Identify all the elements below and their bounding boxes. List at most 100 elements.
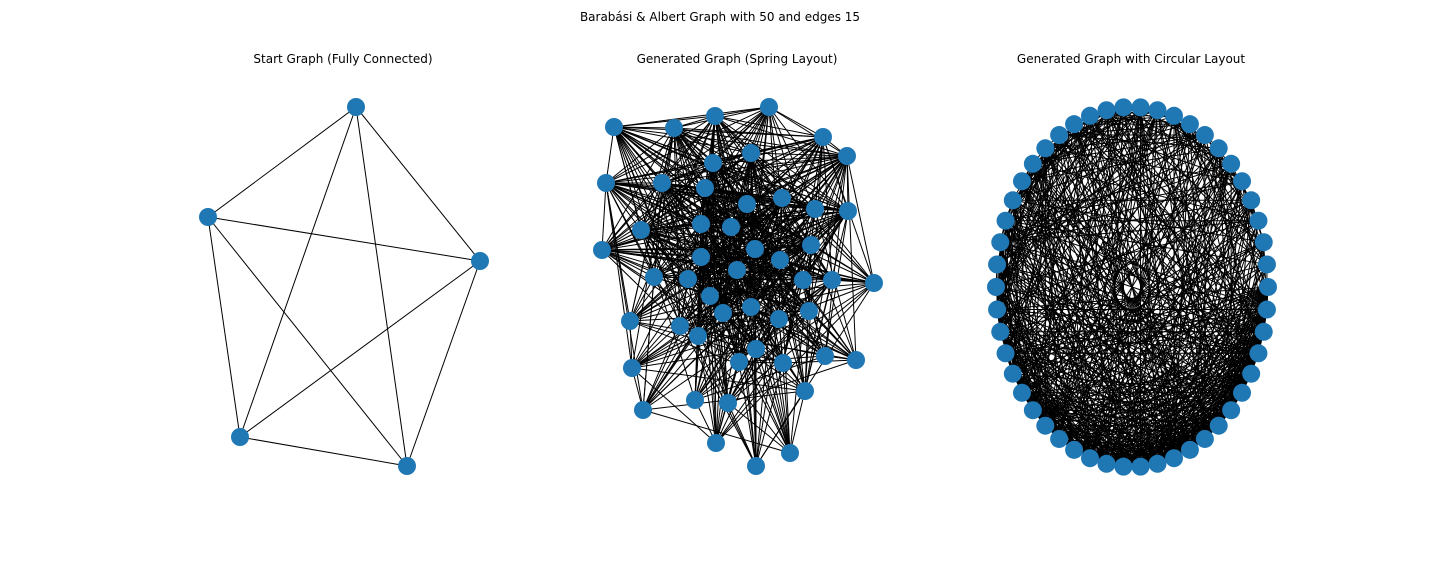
circular-graph-edge bbox=[1058, 107, 1124, 440]
spring-graph-node bbox=[634, 401, 652, 419]
spring-graph-node bbox=[774, 354, 792, 372]
spring-graph-node bbox=[621, 312, 639, 330]
circular-graph-edge bbox=[996, 107, 1141, 265]
spring-graph-edge bbox=[642, 279, 833, 411]
circular-graph-edge bbox=[1156, 110, 1206, 440]
spring-graph-edge bbox=[601, 162, 714, 251]
circular-graph-edge bbox=[1106, 180, 1243, 465]
spring-graph-node bbox=[865, 274, 883, 292]
panel-title-spring-layout: Generated Graph (Spring Layout) bbox=[636, 52, 838, 66]
spring-graph-edge bbox=[613, 126, 655, 278]
circular-graph-node bbox=[1080, 106, 1099, 125]
spring-graph-node bbox=[773, 189, 791, 207]
spring-graph-edge bbox=[631, 223, 702, 369]
circular-graph-edge bbox=[1032, 163, 1259, 222]
spring-graph-edge bbox=[736, 269, 757, 467]
spring-graph-node bbox=[706, 107, 724, 125]
spring-graph-node bbox=[692, 215, 710, 233]
circular-graph-node bbox=[1165, 106, 1184, 125]
circular-graph-edge bbox=[1032, 124, 1075, 411]
start-graph-nodes bbox=[199, 98, 489, 475]
spring-graph-node bbox=[623, 359, 641, 377]
circular-graph-edge bbox=[1012, 241, 1264, 375]
circular-graph-edge bbox=[1173, 115, 1268, 265]
spring-graph-edge bbox=[709, 295, 791, 454]
spring-graph-node bbox=[816, 347, 834, 365]
circular-graph-edge bbox=[1021, 134, 1205, 182]
spring-graph-edge bbox=[808, 310, 857, 361]
spring-graph-edge bbox=[738, 361, 757, 467]
circular-graph-node bbox=[1254, 233, 1273, 252]
spring-graph-edge bbox=[778, 318, 791, 454]
spring-graph-edge bbox=[640, 229, 757, 467]
spring-graph-edge bbox=[754, 208, 816, 250]
circular-graph-edge bbox=[1089, 134, 1206, 459]
spring-graph-node bbox=[839, 202, 857, 220]
circular-graph-edge bbox=[1058, 110, 1158, 440]
spring-graph-edge bbox=[779, 259, 806, 392]
spring-graph-node bbox=[671, 317, 689, 335]
circular-graph-node bbox=[1050, 429, 1069, 448]
spring-graph-node bbox=[719, 394, 737, 412]
start-graph-edge bbox=[355, 106, 481, 262]
spring-graph-node bbox=[707, 434, 725, 452]
circular-graph-edge bbox=[1230, 220, 1259, 411]
spring-graph-node bbox=[760, 98, 778, 116]
circular-graph-edge bbox=[1204, 200, 1252, 440]
circular-graph-edge bbox=[1032, 123, 1191, 165]
spring-graph-node bbox=[704, 154, 722, 172]
circular-graph-edge bbox=[1089, 115, 1108, 464]
start-graph-node bbox=[231, 428, 249, 446]
figure-title: Barabási & Albert Graph with 50 and edge… bbox=[579, 10, 861, 24]
circular-graph-edge bbox=[1230, 163, 1259, 221]
spring-graph-node bbox=[802, 236, 820, 254]
spring-graph-edge bbox=[727, 402, 791, 454]
start-graph-edge bbox=[239, 436, 408, 467]
circular-graph-edge bbox=[995, 115, 1175, 288]
spring-graph-edge bbox=[697, 136, 824, 337]
spring-graph-edge bbox=[808, 155, 848, 312]
spring-graph-edge bbox=[750, 152, 849, 212]
circular-graph-node bbox=[1036, 139, 1055, 158]
spring-graph-node bbox=[823, 271, 841, 289]
start-graph-edge bbox=[406, 260, 481, 467]
circular-graph-node bbox=[1148, 101, 1167, 120]
start-graph-node bbox=[471, 252, 489, 270]
circular-graph-edge bbox=[995, 109, 1158, 288]
spring-graph-edge bbox=[661, 182, 729, 404]
circular-graph-edge bbox=[1241, 181, 1265, 243]
circular-graph-edge bbox=[1012, 163, 1034, 374]
circular-graph-edge bbox=[1106, 241, 1265, 465]
circular-graph-edge bbox=[1123, 107, 1268, 265]
spring-graph-edge bbox=[613, 106, 770, 128]
spring-graph-edge bbox=[631, 279, 804, 369]
circular-graph-edge bbox=[1021, 147, 1219, 182]
circular-graph-edge bbox=[1122, 107, 1232, 411]
spring-graph-node bbox=[696, 179, 714, 197]
spring-graph-node bbox=[800, 302, 818, 320]
circular-graph-edge bbox=[1012, 134, 1060, 374]
circular-graph-edge bbox=[1000, 220, 1259, 243]
circular-graph-edge bbox=[1012, 115, 1175, 374]
spring-graph-edge bbox=[755, 197, 783, 467]
spring-graph-edge bbox=[631, 367, 717, 444]
spring-graph-edge bbox=[804, 136, 824, 392]
start-graph-edge bbox=[355, 106, 408, 467]
circular-graph-node bbox=[1180, 115, 1199, 134]
spring-graph-edge bbox=[814, 208, 875, 284]
circular-graph-node bbox=[1222, 401, 1241, 420]
circular-graph-node bbox=[1259, 278, 1277, 296]
circular-graph-edge bbox=[1044, 199, 1252, 427]
spring-graph-edge bbox=[755, 362, 784, 467]
circular-graph-node bbox=[1012, 172, 1031, 191]
circular-graph-edge bbox=[1263, 242, 1268, 310]
spring-graph-edge bbox=[746, 203, 806, 392]
spring-graph-edge bbox=[613, 126, 711, 297]
circular-graph-node bbox=[991, 322, 1010, 341]
circular-graph-edge bbox=[1000, 263, 1268, 333]
spring-graph-edge bbox=[715, 312, 724, 444]
spring-graph-node bbox=[593, 241, 611, 259]
spring-graph-edge bbox=[653, 115, 716, 278]
circular-graph-edge bbox=[1032, 163, 1142, 467]
